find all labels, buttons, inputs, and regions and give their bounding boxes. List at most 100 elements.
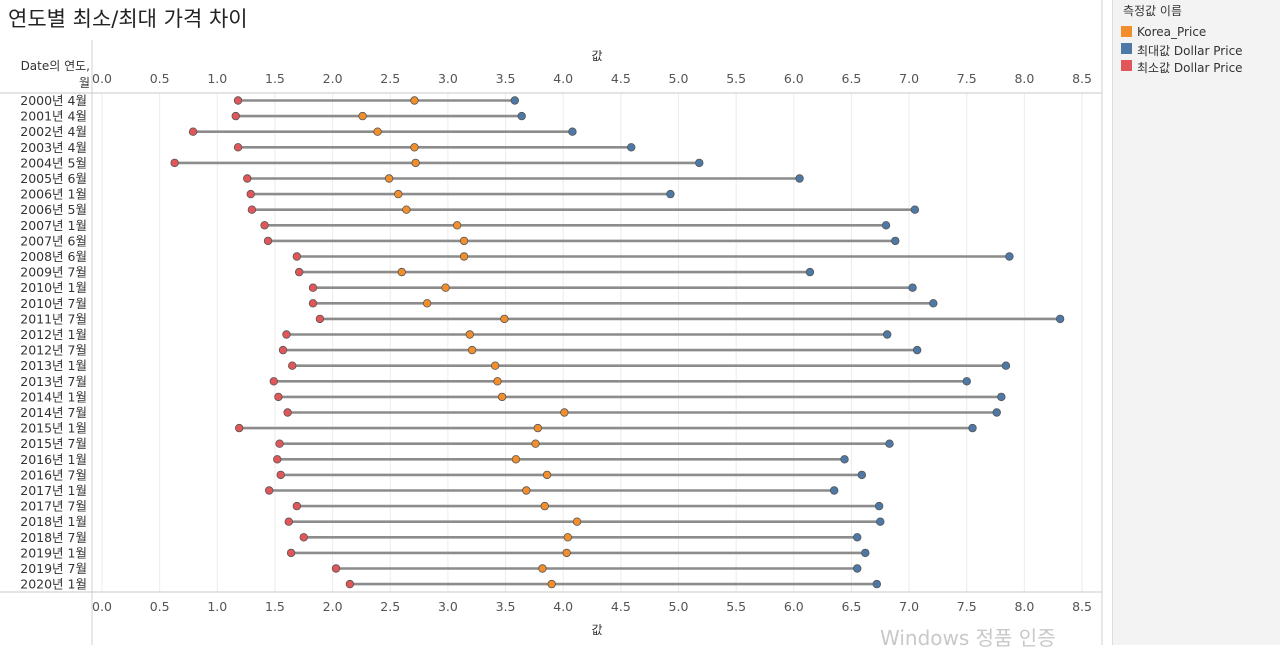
data-point — [517, 111, 526, 121]
gridlines — [101, 93, 1083, 592]
x-tick-label-bottom: 5.5 — [726, 599, 746, 614]
data-point — [695, 158, 704, 168]
data-point — [315, 314, 325, 324]
row-label: 2005년 6월 — [20, 171, 87, 186]
row-label: 2017년 7월 — [20, 499, 87, 514]
x-tick-label-top: 1.0 — [207, 71, 227, 86]
data-point — [373, 127, 382, 136]
row-label: 2020년 1월 — [20, 577, 87, 592]
data-point — [560, 408, 569, 417]
data-point — [467, 345, 477, 355]
x-tick-label-top: 3.0 — [438, 71, 458, 86]
legend-swatch — [1121, 43, 1132, 54]
data-point — [840, 455, 849, 464]
x-tick-label-bottom: 6.5 — [842, 599, 862, 614]
data-point — [853, 564, 862, 573]
data-point — [490, 361, 500, 370]
x-tick-label-top: 0.5 — [150, 71, 170, 86]
x-tick-label-top: 6.0 — [784, 71, 804, 86]
row-label: 2006년 5월 — [20, 202, 87, 217]
legend-item-korea-price[interactable]: Korea_Price — [1121, 25, 1279, 40]
x-tick-label-top: 3.5 — [496, 71, 516, 86]
data-point — [233, 143, 243, 152]
data-point — [410, 143, 419, 152]
data-point — [540, 501, 549, 511]
data-point — [308, 299, 318, 308]
chart-title: 연도별 최소/최대 가격 차이 — [8, 7, 248, 31]
data-point — [627, 143, 636, 152]
x-tick-label-top: 8.5 — [1072, 71, 1092, 86]
row-label: 2010년 1월 — [20, 280, 87, 295]
data-point — [278, 345, 288, 355]
legend-item-min-dollar-price[interactable]: 최소값 Dollar Price — [1121, 59, 1279, 75]
data-point — [1001, 361, 1011, 370]
x-tick-label-bottom: 8.5 — [1072, 599, 1092, 614]
x-tick-label-top: 6.5 — [842, 71, 862, 86]
row-label: 2006년 1월 — [20, 187, 87, 202]
data-point — [568, 127, 577, 136]
row-label: 2012년 7월 — [20, 343, 87, 358]
legend-label: 최대값 Dollar Price — [1137, 44, 1243, 58]
row-label: 2016년 1월 — [20, 452, 87, 467]
data-point — [531, 439, 540, 448]
data-point — [292, 501, 302, 511]
data-point — [997, 392, 1006, 402]
data-point — [411, 158, 420, 168]
row-label: 2015년 1월 — [20, 421, 87, 436]
x-tick-label-top: 7.0 — [899, 71, 919, 86]
data-point — [872, 579, 882, 589]
row-label: 2013년 7월 — [20, 374, 87, 389]
data-point — [294, 267, 304, 277]
row-label: 2001년 4월 — [20, 109, 87, 124]
data-point — [260, 221, 269, 230]
row-label: 2019년 1월 — [20, 545, 87, 560]
x-tick-label-bottom: 2.0 — [323, 599, 343, 614]
row-label: 2010년 7월 — [20, 296, 87, 311]
data-point — [497, 392, 507, 402]
data-point — [384, 174, 394, 183]
data-point — [276, 470, 285, 480]
data-point — [345, 579, 355, 589]
data-point — [876, 517, 885, 526]
row-label: 2008년 6월 — [20, 249, 87, 264]
data-point — [264, 486, 274, 495]
x-tick-label-bottom: 2.5 — [380, 599, 400, 614]
data-point — [1005, 252, 1014, 261]
row-label: 2004년 5월 — [20, 155, 87, 170]
data-point — [666, 189, 675, 199]
row-label: 2014년 7월 — [20, 405, 87, 420]
windows-activation-watermark: Windows 정품 인증 — [880, 626, 1056, 650]
data-point — [572, 517, 582, 526]
data-point — [795, 174, 804, 183]
legend-label: Korea_Price — [1137, 25, 1207, 39]
row-label: 2018년 7월 — [20, 530, 87, 545]
x-tick-label-top: 2.5 — [380, 71, 400, 86]
row-label: 2003년 4월 — [20, 140, 87, 155]
data-point — [853, 533, 862, 542]
x-tick-label-bottom: 1.0 — [207, 599, 227, 614]
data-point — [459, 252, 469, 261]
data-point — [286, 548, 296, 558]
data-point — [912, 345, 922, 355]
row-label: 2000년 4월 — [20, 93, 87, 108]
row-label: 2015년 7월 — [20, 436, 87, 451]
x-tick-label-top: 4.0 — [553, 71, 573, 86]
data-point — [299, 533, 308, 542]
data-point — [246, 189, 255, 199]
dumbbell-chart: 0.0 0.0 0.5 0.5 1.0 1.0 1.5 1.5 2.0 2.0 2.5 2.5 3.0 3… — [0, 0, 1103, 645]
legend-item-max-dollar-price[interactable]: 최대값 Dollar Price — [1121, 42, 1279, 58]
x-tick-label-top: 1.5 — [265, 71, 285, 86]
data-point — [881, 221, 891, 230]
data-point — [563, 533, 573, 542]
data-point — [247, 205, 257, 214]
data-point — [533, 423, 543, 433]
data-point — [397, 267, 406, 277]
data-point — [511, 455, 521, 464]
legend-title: 측정값 이름 — [1123, 4, 1183, 18]
row-label: 2002년 4월 — [20, 124, 87, 139]
x-tick-label-bottom: 3.0 — [438, 599, 458, 614]
x-tick-label-bottom: 1.5 — [265, 599, 285, 614]
x-tick-label-bottom: 7.5 — [957, 599, 977, 614]
data-point — [358, 111, 367, 121]
